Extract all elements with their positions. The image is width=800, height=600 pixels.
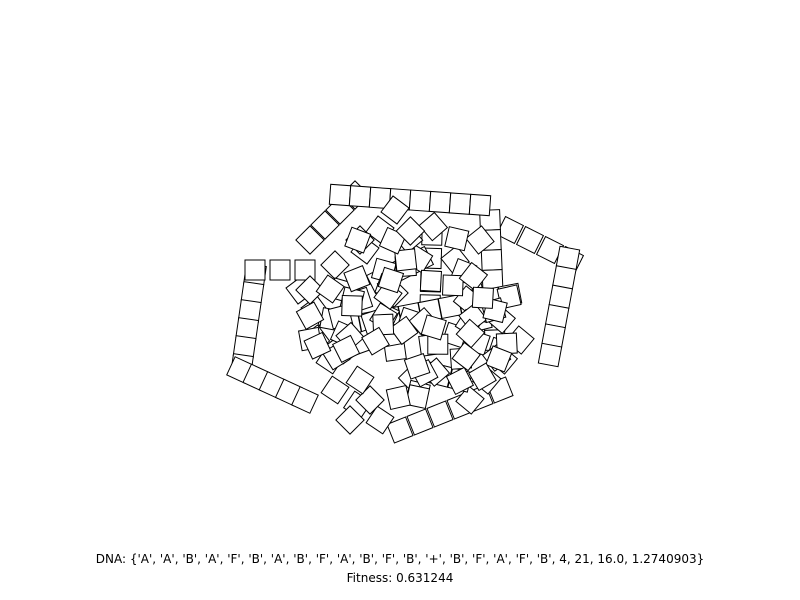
block-structure [226, 180, 585, 444]
block [332, 334, 361, 363]
block [406, 408, 434, 436]
fitness-readout: Fitness: 0.631244 [0, 571, 800, 585]
dna-readout: DNA: {'A', 'A', 'B', 'A', 'F', 'B', 'A',… [0, 552, 800, 566]
block [365, 405, 395, 435]
block [455, 318, 486, 349]
block [420, 314, 447, 341]
block [335, 405, 365, 435]
block [328, 183, 352, 207]
block [345, 365, 375, 395]
block [310, 210, 340, 240]
block [444, 226, 470, 252]
block [455, 385, 485, 415]
block [419, 269, 443, 293]
block [428, 190, 452, 214]
block [294, 259, 316, 281]
block [361, 326, 390, 356]
block [291, 386, 319, 414]
block [442, 274, 464, 297]
dna-text: {'A', 'A', 'B', 'A', 'F', 'B', 'A', 'B',… [129, 552, 705, 566]
block [418, 211, 449, 242]
block [394, 248, 418, 272]
block [303, 331, 332, 360]
block [480, 249, 503, 271]
block [385, 384, 411, 411]
block [295, 225, 325, 255]
block [537, 342, 563, 368]
block [389, 315, 419, 346]
block [380, 195, 410, 225]
block [451, 341, 481, 372]
block [395, 216, 426, 246]
block [343, 265, 371, 293]
block [244, 259, 266, 281]
block [377, 266, 405, 294]
block [269, 259, 291, 281]
block [471, 286, 494, 309]
block [403, 352, 431, 380]
block [295, 275, 325, 305]
block [341, 294, 363, 317]
block [408, 189, 432, 212]
render-canvas [226, 180, 585, 444]
block [320, 375, 350, 405]
block [495, 215, 525, 245]
block [465, 225, 495, 255]
block [448, 192, 472, 215]
dna-label: DNA: [95, 552, 130, 566]
block [344, 226, 372, 254]
block [515, 225, 545, 255]
block [315, 274, 345, 304]
block [468, 193, 492, 217]
fitness-label: Fitness: [346, 571, 397, 585]
block [386, 416, 414, 444]
fitness-value: 0.631244 [396, 571, 454, 585]
block [295, 301, 325, 330]
block [426, 400, 454, 428]
block [320, 250, 350, 280]
block [485, 345, 513, 373]
block [468, 362, 497, 392]
block [458, 261, 489, 292]
block [445, 366, 475, 396]
block [348, 185, 372, 208]
